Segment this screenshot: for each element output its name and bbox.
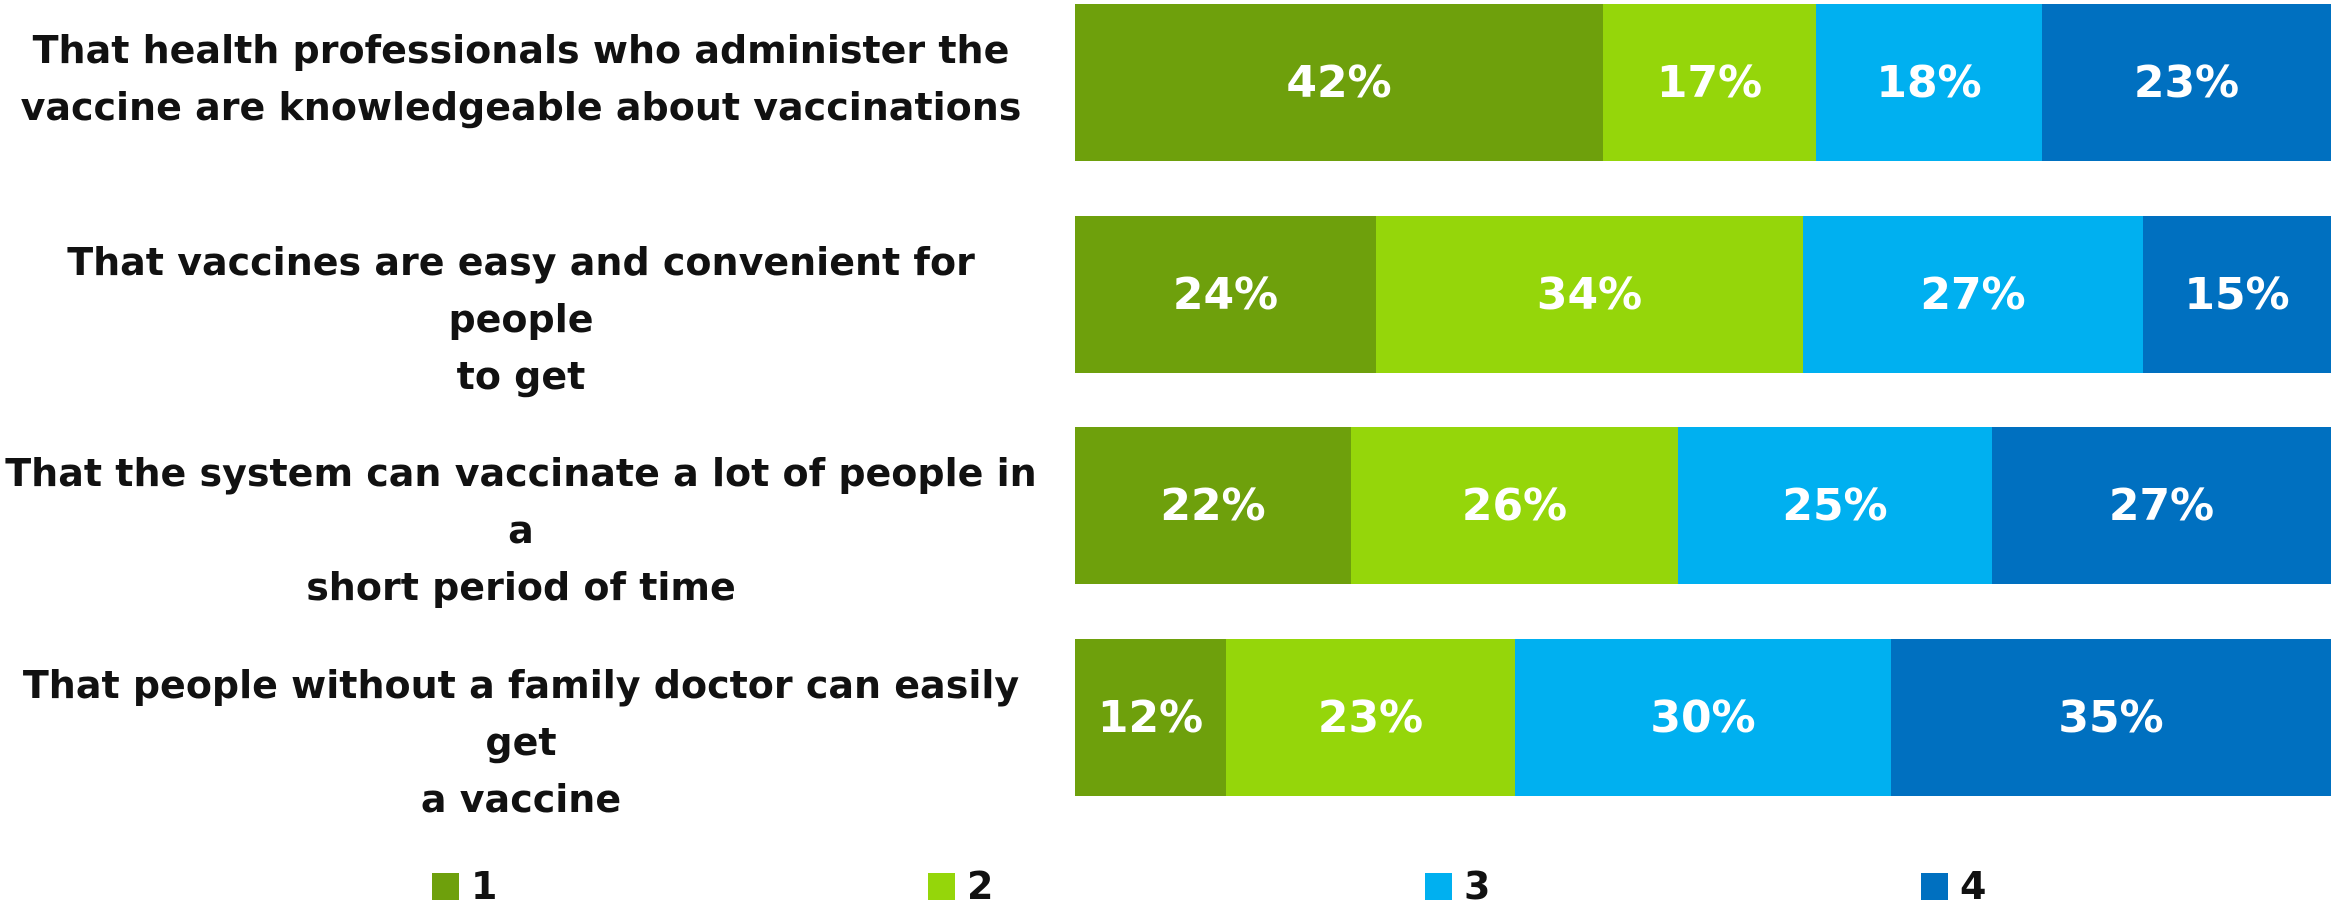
legend-swatch [1921, 872, 1948, 900]
data-label: 15% [2184, 269, 2290, 320]
data-label: 17% [1656, 57, 1763, 108]
legend-label: 2 [967, 864, 994, 908]
bar-segment-series-4: 23% [2042, 4, 2331, 161]
stacked-bar: 24% 34% 27% 15% [1075, 216, 2331, 373]
bar-segment-series-1: 24% [1075, 216, 1376, 373]
category-label-line: That the system can vaccinate a lot of p… [5, 451, 1037, 552]
bar-segment-series-3: 25% [1678, 427, 1992, 584]
bar-segment-series-3: 30% [1515, 639, 1891, 796]
legend-label: 3 [1464, 864, 1491, 908]
category-label-line: That health professionals who administer… [32, 28, 1010, 72]
stacked-bar: 42% 17% 18% 23% [1075, 4, 2331, 161]
category-label-line: That vaccines are easy and convenient fo… [67, 240, 975, 341]
category-label: That people without a family doctor can … [5, 657, 1037, 828]
legend-item: 4 [1921, 867, 1986, 905]
category-label: That the system can vaccinate a lot of p… [5, 445, 1037, 616]
bar-segment-series-4: 35% [1891, 639, 2331, 796]
data-label: 42% [1286, 57, 1392, 108]
legend-swatch [432, 872, 459, 900]
data-label: 25% [1782, 480, 1888, 531]
bar-segment-series-2: 26% [1351, 427, 1678, 584]
data-label: 22% [1160, 480, 1266, 531]
bar-segment-series-1: 12% [1075, 639, 1226, 796]
bar-segment-series-4: 27% [1992, 427, 2331, 584]
legend-swatch [928, 872, 955, 900]
bar-segment-series-1: 42% [1075, 4, 1603, 161]
data-label: 23% [2133, 57, 2240, 108]
bar-segment-series-2: 23% [1226, 639, 1515, 796]
data-label: 35% [2058, 692, 2164, 743]
bar-segment-series-1: 22% [1075, 427, 1351, 584]
category-label-line: That people without a family doctor can … [22, 663, 1020, 764]
stacked-bar: 12% 23% 30% 35% [1075, 639, 2331, 796]
legend-label: 4 [1960, 864, 1987, 908]
legend-item: 2 [928, 867, 993, 905]
data-label: 24% [1172, 269, 1279, 320]
stacked-bar: 22% 26% 25% 27% [1075, 427, 2331, 584]
bar-segment-series-3: 27% [1803, 216, 2143, 373]
legend-swatch [1425, 872, 1452, 900]
legend-item: 3 [1425, 867, 1490, 905]
data-label: 23% [1317, 692, 1424, 743]
bar-segment-series-4: 15% [2143, 216, 2331, 373]
data-label: 27% [2108, 480, 2215, 531]
data-label: 34% [1536, 269, 1643, 320]
data-label: 18% [1876, 57, 1982, 108]
category-label-line: to get [456, 354, 586, 398]
category-label: That vaccines are easy and convenient fo… [5, 234, 1037, 405]
category-label-line: short period of time [306, 565, 736, 609]
category-label-line: vaccine are knowledgeable about vaccinat… [20, 85, 1022, 129]
legend-label: 1 [471, 864, 498, 908]
data-label: 30% [1650, 692, 1756, 743]
data-label: 12% [1097, 692, 1204, 743]
legend-item: 1 [432, 867, 497, 905]
data-label: 26% [1461, 480, 1568, 531]
bar-segment-series-2: 17% [1603, 4, 1816, 161]
category-label-line: a vaccine [420, 777, 622, 821]
bar-segment-series-3: 18% [1816, 4, 2042, 161]
bar-segment-series-2: 34% [1376, 216, 1803, 373]
data-label: 27% [1920, 269, 2026, 320]
category-label: That health professionals who administer… [5, 22, 1037, 136]
